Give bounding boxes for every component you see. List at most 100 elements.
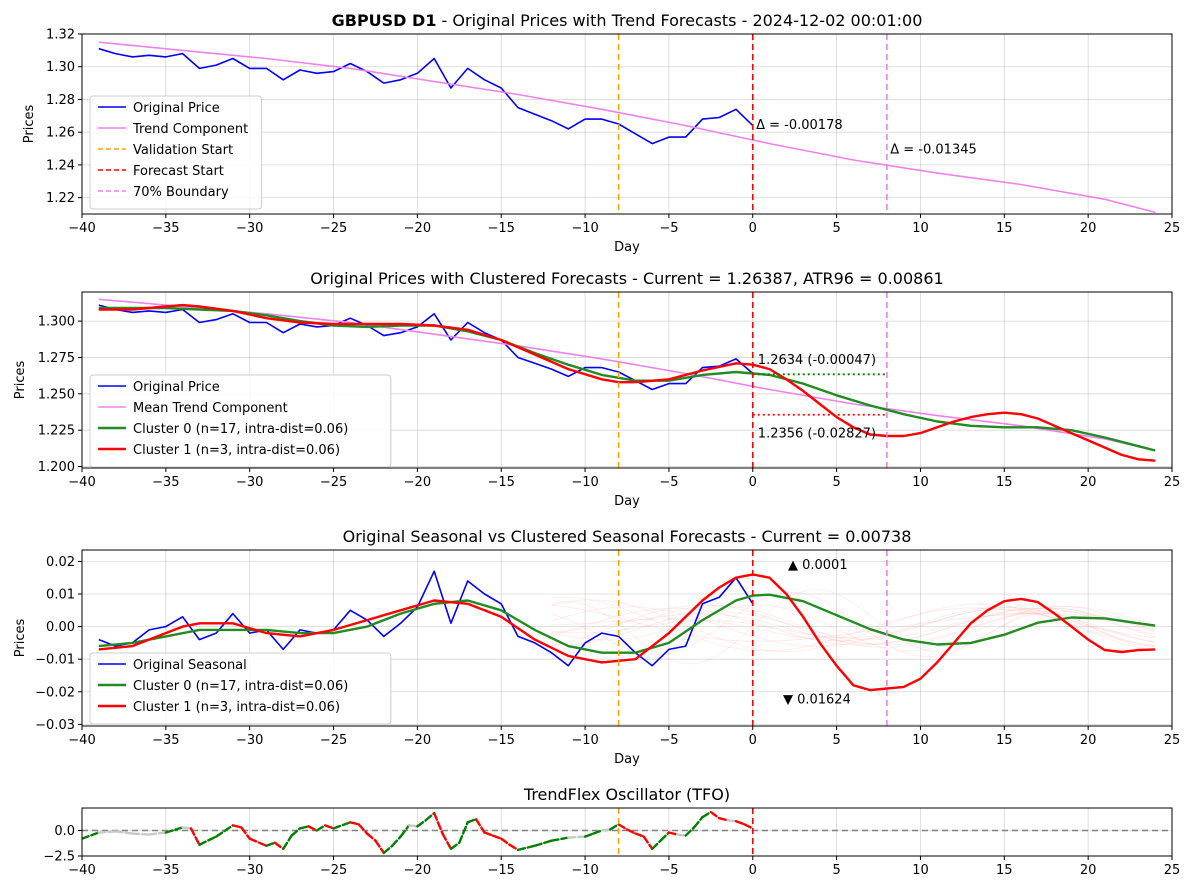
scenario-line <box>551 611 1156 646</box>
y-tick-label: −2.5 <box>43 850 75 865</box>
tfo-segment <box>642 835 654 851</box>
chart-title: TrendFlex Oscillator (TFO) <box>523 785 730 804</box>
legend-box <box>89 652 392 725</box>
chart-title-text: - Original Prices with Trend Forecasts -… <box>436 11 922 30</box>
chart-title: GBPUSD D1 - Original Prices with Trend F… <box>332 11 923 30</box>
y-tick-label: 1.28 <box>46 93 75 108</box>
x-tick-label: −25 <box>320 733 347 748</box>
x-axis-label: Day <box>614 752 640 767</box>
tfo-segment <box>365 832 377 842</box>
subplot-2: 1.2634 (-0.00047) 1.2356 (-0.02827) −40 −35… <box>13 269 1180 509</box>
tfo-segment <box>97 830 117 834</box>
x-tick-label: 25 <box>1164 863 1181 878</box>
x-tick-label: −15 <box>488 733 515 748</box>
x-tick-label: 15 <box>996 221 1013 236</box>
chart-title: Original Prices with Clustered Forecasts… <box>310 269 943 288</box>
x-tick-label: −10 <box>571 733 598 748</box>
x-tick-label: 0 <box>749 221 757 236</box>
tfo-segment <box>533 839 553 847</box>
y-tick-label: 1.26 <box>46 126 75 141</box>
tfo-segment <box>634 832 645 838</box>
y-tick-label: 0.02 <box>46 555 75 570</box>
tfo-segment <box>298 825 310 830</box>
legend-label: Cluster 1 (n=3, intra-dist=0.06) <box>133 443 340 458</box>
tfo-segment <box>248 837 268 847</box>
x-tick-label: −5 <box>659 863 678 878</box>
chart-title-text: TrendFlex Oscillator (TFO) <box>523 785 730 804</box>
series-line-1 <box>98 570 754 667</box>
tfo-segment <box>82 831 100 840</box>
y-tick-label: 0.00 <box>46 620 75 635</box>
tfo-segment <box>625 828 637 835</box>
tfo-segment <box>164 826 184 834</box>
x-tick-label: 15 <box>996 863 1013 878</box>
tfo-segment <box>290 827 302 837</box>
tfo-segment <box>441 832 453 851</box>
plot-area <box>98 41 1156 214</box>
x-axis-label: Day <box>614 494 640 509</box>
legend: Original Price Mean Trend Component Cluste… <box>89 374 392 468</box>
x-tick-label: −5 <box>659 475 678 490</box>
tfo-segment <box>323 824 335 830</box>
subplot-3: ▲ 0.0001 ▼ 0.01624 −40 −35 −30 −25 −20 −15 −10 −5… <box>13 527 1180 767</box>
x-axis-label: Day <box>614 240 640 255</box>
annotation-label: 1.2634 (-0.00047) <box>758 353 876 368</box>
tfo-segment <box>131 832 151 836</box>
y-axis-label: Prices <box>22 105 37 144</box>
x-tick-label: −10 <box>571 221 598 236</box>
tfo-segment <box>726 819 738 823</box>
series-line-2 <box>98 41 1156 214</box>
x-tick-label: −15 <box>488 221 515 236</box>
x-tick-label: −35 <box>152 475 179 490</box>
tfo-segment <box>282 834 293 851</box>
tfo-segment <box>667 831 679 836</box>
series-line-1 <box>98 47 754 145</box>
scenario-line <box>551 605 1156 651</box>
tfo-segment <box>583 832 595 838</box>
scenario-line <box>551 599 1156 653</box>
tfo-segment <box>609 823 620 831</box>
scenario-line <box>551 607 1156 645</box>
x-tick-label: −20 <box>404 733 431 748</box>
scenario-line <box>551 607 1156 646</box>
legend-label: Original Seasonal <box>133 658 247 673</box>
legend-label: Forecast Start <box>133 164 224 179</box>
tfo-segment <box>659 831 671 842</box>
annotation-label: Δ = -0.00178 <box>756 118 843 133</box>
y-tick-label: 1.250 <box>38 387 75 402</box>
tfo-segment <box>432 811 444 835</box>
x-tick-label: 0 <box>749 733 757 748</box>
x-tick-label: −35 <box>152 863 179 878</box>
x-tick-label: −25 <box>320 221 347 236</box>
annotation-label: ▲ 0.0001 <box>788 558 848 573</box>
annotation-label: 1.2356 (-0.02827) <box>758 426 876 441</box>
x-tick-label: −30 <box>236 221 263 236</box>
y-axis-label: Prices <box>13 619 28 658</box>
tfo-segment <box>374 839 386 855</box>
tfo-segment <box>718 817 729 822</box>
series-line-2 <box>98 593 1156 654</box>
legend: Original Price Trend Component Validation … <box>89 95 263 210</box>
y-tick-label: 1.300 <box>38 315 75 330</box>
tfo-segment <box>743 823 754 830</box>
tfo-segment <box>231 824 243 829</box>
legend-label: 70% Boundary <box>133 185 229 200</box>
x-tick-label: −40 <box>68 733 95 748</box>
y-tick-label: 1.30 <box>46 60 75 75</box>
tfo-segment <box>567 835 587 839</box>
tfo-segment <box>181 826 193 830</box>
x-tick-label: 5 <box>832 733 840 748</box>
tfo-segment <box>709 810 721 820</box>
x-tick-label: 10 <box>912 475 929 490</box>
legend-box <box>89 374 392 468</box>
x-tick-label: 20 <box>1080 863 1097 878</box>
x-tick-label: −30 <box>236 863 263 878</box>
tfo-segment <box>701 810 713 819</box>
x-tick-label: 15 <box>996 475 1013 490</box>
tfo-segment <box>550 836 570 842</box>
plot-area <box>98 298 1156 462</box>
x-tick-label: −20 <box>404 475 431 490</box>
x-tick-label: 5 <box>832 221 840 236</box>
x-tick-label: −20 <box>404 221 431 236</box>
